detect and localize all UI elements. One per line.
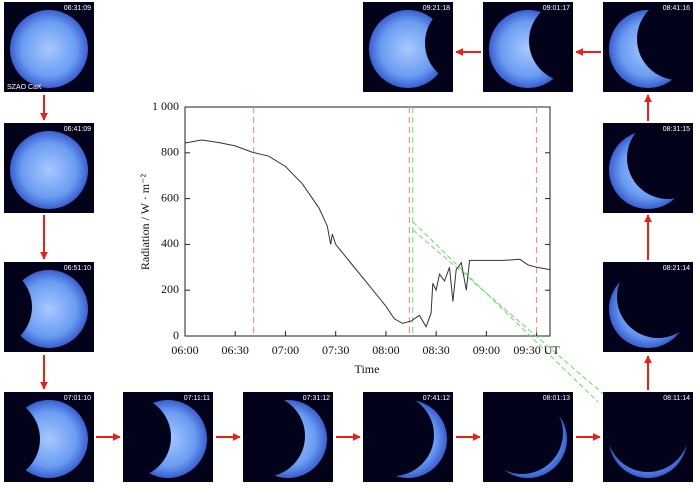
moon-shadow [637,2,693,80]
timestamp: 07:01:10 [64,395,91,402]
x-tick-label: 07:30 [322,343,349,357]
eclipse-image: 08:41:16 [603,2,693,92]
image-content [483,392,567,478]
y-tick-label: 400 [161,236,179,250]
sun-disk [10,10,88,88]
y-tick-label: 1 000 [152,99,179,113]
sun-disk [10,270,88,348]
y-tick-label: 200 [161,282,179,296]
connector [412,221,599,403]
moon-shadow [607,392,689,472]
timestamp: 08:31:15 [663,126,690,133]
eclipse-image: 06:41:09 [4,123,94,213]
x-tick-label: 07:00 [272,343,299,357]
image-content [609,262,693,348]
timestamp: 06:51:10 [64,265,91,272]
image-content [363,394,447,478]
y-axis-label: Radiation / W · m⁻² [138,174,152,271]
timestamp: 06:31:09 [64,5,91,12]
image-content [609,123,693,209]
x-tick-label: 09:30 UT [513,343,560,357]
eclipse-image: 07:41:12 [363,392,453,482]
image-content [10,10,88,88]
moon-shadow [425,4,453,82]
moon-shadow [363,394,434,476]
timestamp: 08:41:16 [663,5,690,12]
timestamp: 07:11:11 [184,395,210,402]
image-content [123,396,207,478]
moon-shadow [4,398,40,480]
moon-shadow [627,123,693,199]
eclipse-image: 06:31:09 SZAO CaK [4,2,94,92]
eclipse-image: 07:01:10 [4,392,94,482]
sun-disk [10,131,88,209]
timestamp: 08:01:13 [543,395,570,402]
image-content [243,395,327,478]
x-tick-label: 08:00 [372,343,399,357]
moon-shadow [483,392,563,474]
timestamp: 08:21:14 [663,265,690,272]
data-line [184,139,551,328]
moon-shadow [4,268,32,346]
connector [412,229,609,399]
y-tick-label: 800 [161,145,179,159]
y-tick-label: 0 [173,328,179,342]
image-content [607,392,689,478]
eclipse-image: 08:21:14 [603,262,693,352]
timestamp: 06:41:09 [64,126,91,133]
image-label: SZAO CaK [7,84,42,91]
eclipse-image: 08:31:15 [603,123,693,213]
x-tick-label: 08:30 [422,343,449,357]
x-tick-label: 06:30 [222,343,249,357]
x-axis-label: Time [355,362,380,376]
timestamp: 07:41:12 [423,395,450,402]
image-content [369,4,453,88]
chart: Time Radiation / W · m⁻² [138,106,609,403]
eclipse-image: 07:31:12 [243,392,333,482]
eclipse-image: 06:51:10 [4,262,94,352]
timestamp: 09:21:18 [423,5,450,12]
timestamp: 08:11:14 [663,395,690,402]
x-tick-label: 06:00 [171,343,198,357]
eclipse-image: 09:21:18 [363,2,453,92]
moon-shadow [529,2,573,82]
timestamp: 07:31:12 [303,395,330,402]
eclipse-image: 08:11:14 [603,392,693,482]
moon-shadow [243,395,305,477]
eclipse-image: 09:01:17 [483,2,573,92]
moon-shadow [617,262,693,338]
image-content [4,268,88,348]
timestamp: 09:01:17 [543,5,570,12]
eclipse-image: 07:11:11 [123,392,213,482]
image-content [4,398,88,480]
x-tick-label: 09:00 [473,343,500,357]
moon-shadow [123,396,171,478]
image-content [10,131,88,209]
image-content [489,2,573,88]
plot-frame [184,106,551,337]
y-tick-label: 600 [161,190,179,204]
image-content [609,2,693,88]
eclipse-image: 08:01:13 [483,392,573,482]
